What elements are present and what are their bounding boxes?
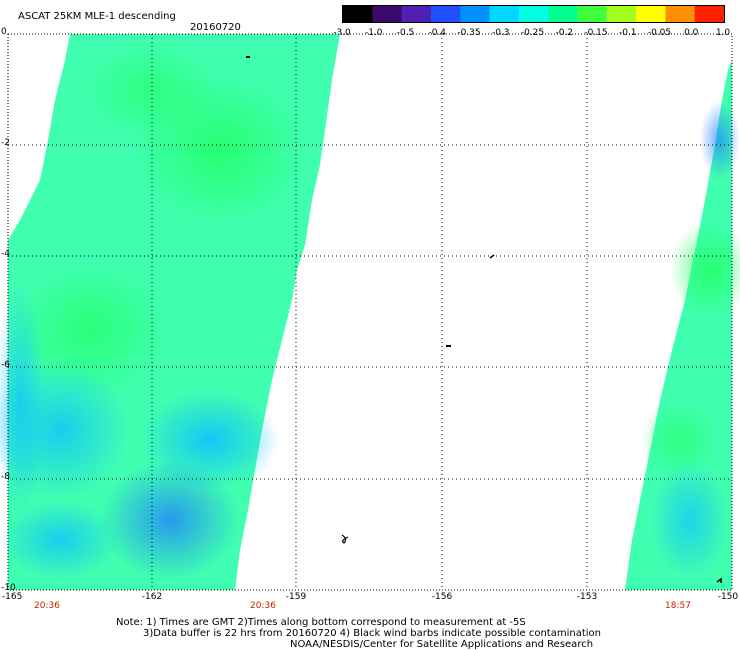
lat-label: -8 bbox=[1, 472, 10, 482]
swath-time-label: 20:36 bbox=[250, 601, 276, 611]
swath-time-label: 20:36 bbox=[34, 601, 60, 611]
wind-region bbox=[700, 100, 740, 180]
lon-label: -150 bbox=[717, 592, 739, 602]
wind-region bbox=[670, 220, 740, 320]
colorbar-label: -0.25 bbox=[520, 28, 545, 38]
colorbar-step bbox=[606, 6, 637, 22]
colorbar-step bbox=[401, 6, 432, 22]
colorbar-step bbox=[489, 6, 520, 22]
map-date: 20160720 bbox=[190, 22, 241, 33]
lat-label: 0 bbox=[1, 27, 7, 37]
wind-region bbox=[650, 460, 730, 580]
colorbar-label: -0.3 bbox=[491, 28, 510, 38]
footer-note-1: Note: 1) Times are GMT 2)Times along bot… bbox=[116, 617, 526, 628]
lon-label: -153 bbox=[576, 592, 598, 602]
colorbar-step bbox=[694, 6, 725, 22]
lat-label: -4 bbox=[1, 249, 10, 259]
colorbar-step bbox=[343, 6, 373, 22]
colorbar-step bbox=[430, 6, 461, 22]
colorbar-label: -0.4 bbox=[428, 28, 447, 38]
colorbar-step bbox=[636, 6, 666, 22]
lat-label: -10 bbox=[1, 583, 16, 593]
wind-barb bbox=[489, 254, 495, 259]
colorbar-step bbox=[460, 6, 491, 22]
colorbar-label: -0.05 bbox=[647, 28, 672, 38]
swath-time-label: 18:57 bbox=[665, 601, 691, 611]
colorbar-label: -0.5 bbox=[396, 28, 415, 38]
colorbar-step bbox=[518, 6, 549, 22]
colorbar-step bbox=[548, 6, 578, 22]
colorbar-label: 1.0 bbox=[715, 28, 731, 38]
wind-region bbox=[640, 400, 720, 480]
colorbar-label: 0.0 bbox=[684, 28, 699, 38]
colorbar-step bbox=[665, 6, 696, 22]
lat-label: -2 bbox=[1, 138, 10, 148]
wind-region bbox=[80, 40, 220, 140]
map-frame bbox=[7, 33, 733, 591]
wind-region bbox=[0, 500, 120, 580]
wind-region bbox=[0, 280, 45, 520]
footer-credit: NOAA/NESDIS/Center for Satellite Applica… bbox=[290, 639, 594, 650]
colorbar-label: -0.2 bbox=[555, 28, 574, 38]
colorbar-label: -0.35 bbox=[457, 28, 481, 38]
lon-label: -165 bbox=[1, 592, 23, 602]
lat-lon-grid bbox=[8, 34, 732, 590]
lon-label: -162 bbox=[141, 592, 163, 602]
colorbar-label: -0.15 bbox=[584, 28, 608, 38]
colorbar-step bbox=[372, 6, 403, 22]
colorbar-label: -0.1 bbox=[618, 28, 637, 38]
wind-barb bbox=[341, 534, 349, 544]
lat-label: -6 bbox=[1, 360, 10, 370]
colorbar-label: -1.0 bbox=[364, 28, 383, 38]
footer-note-2: 3)Data buffer is 22 hrs from 20160720 4)… bbox=[143, 628, 601, 639]
colorbar-step bbox=[577, 6, 608, 22]
wind-barb bbox=[716, 577, 722, 583]
map-title: ASCAT 25KM MLE-1 descending bbox=[18, 11, 176, 22]
colorbar-gradient bbox=[343, 6, 725, 22]
colorbar-label: -3.0 bbox=[333, 28, 351, 38]
wind-region bbox=[100, 460, 240, 580]
colorbar bbox=[342, 5, 725, 23]
lon-label: -156 bbox=[431, 592, 453, 602]
lon-label: -159 bbox=[285, 592, 307, 602]
